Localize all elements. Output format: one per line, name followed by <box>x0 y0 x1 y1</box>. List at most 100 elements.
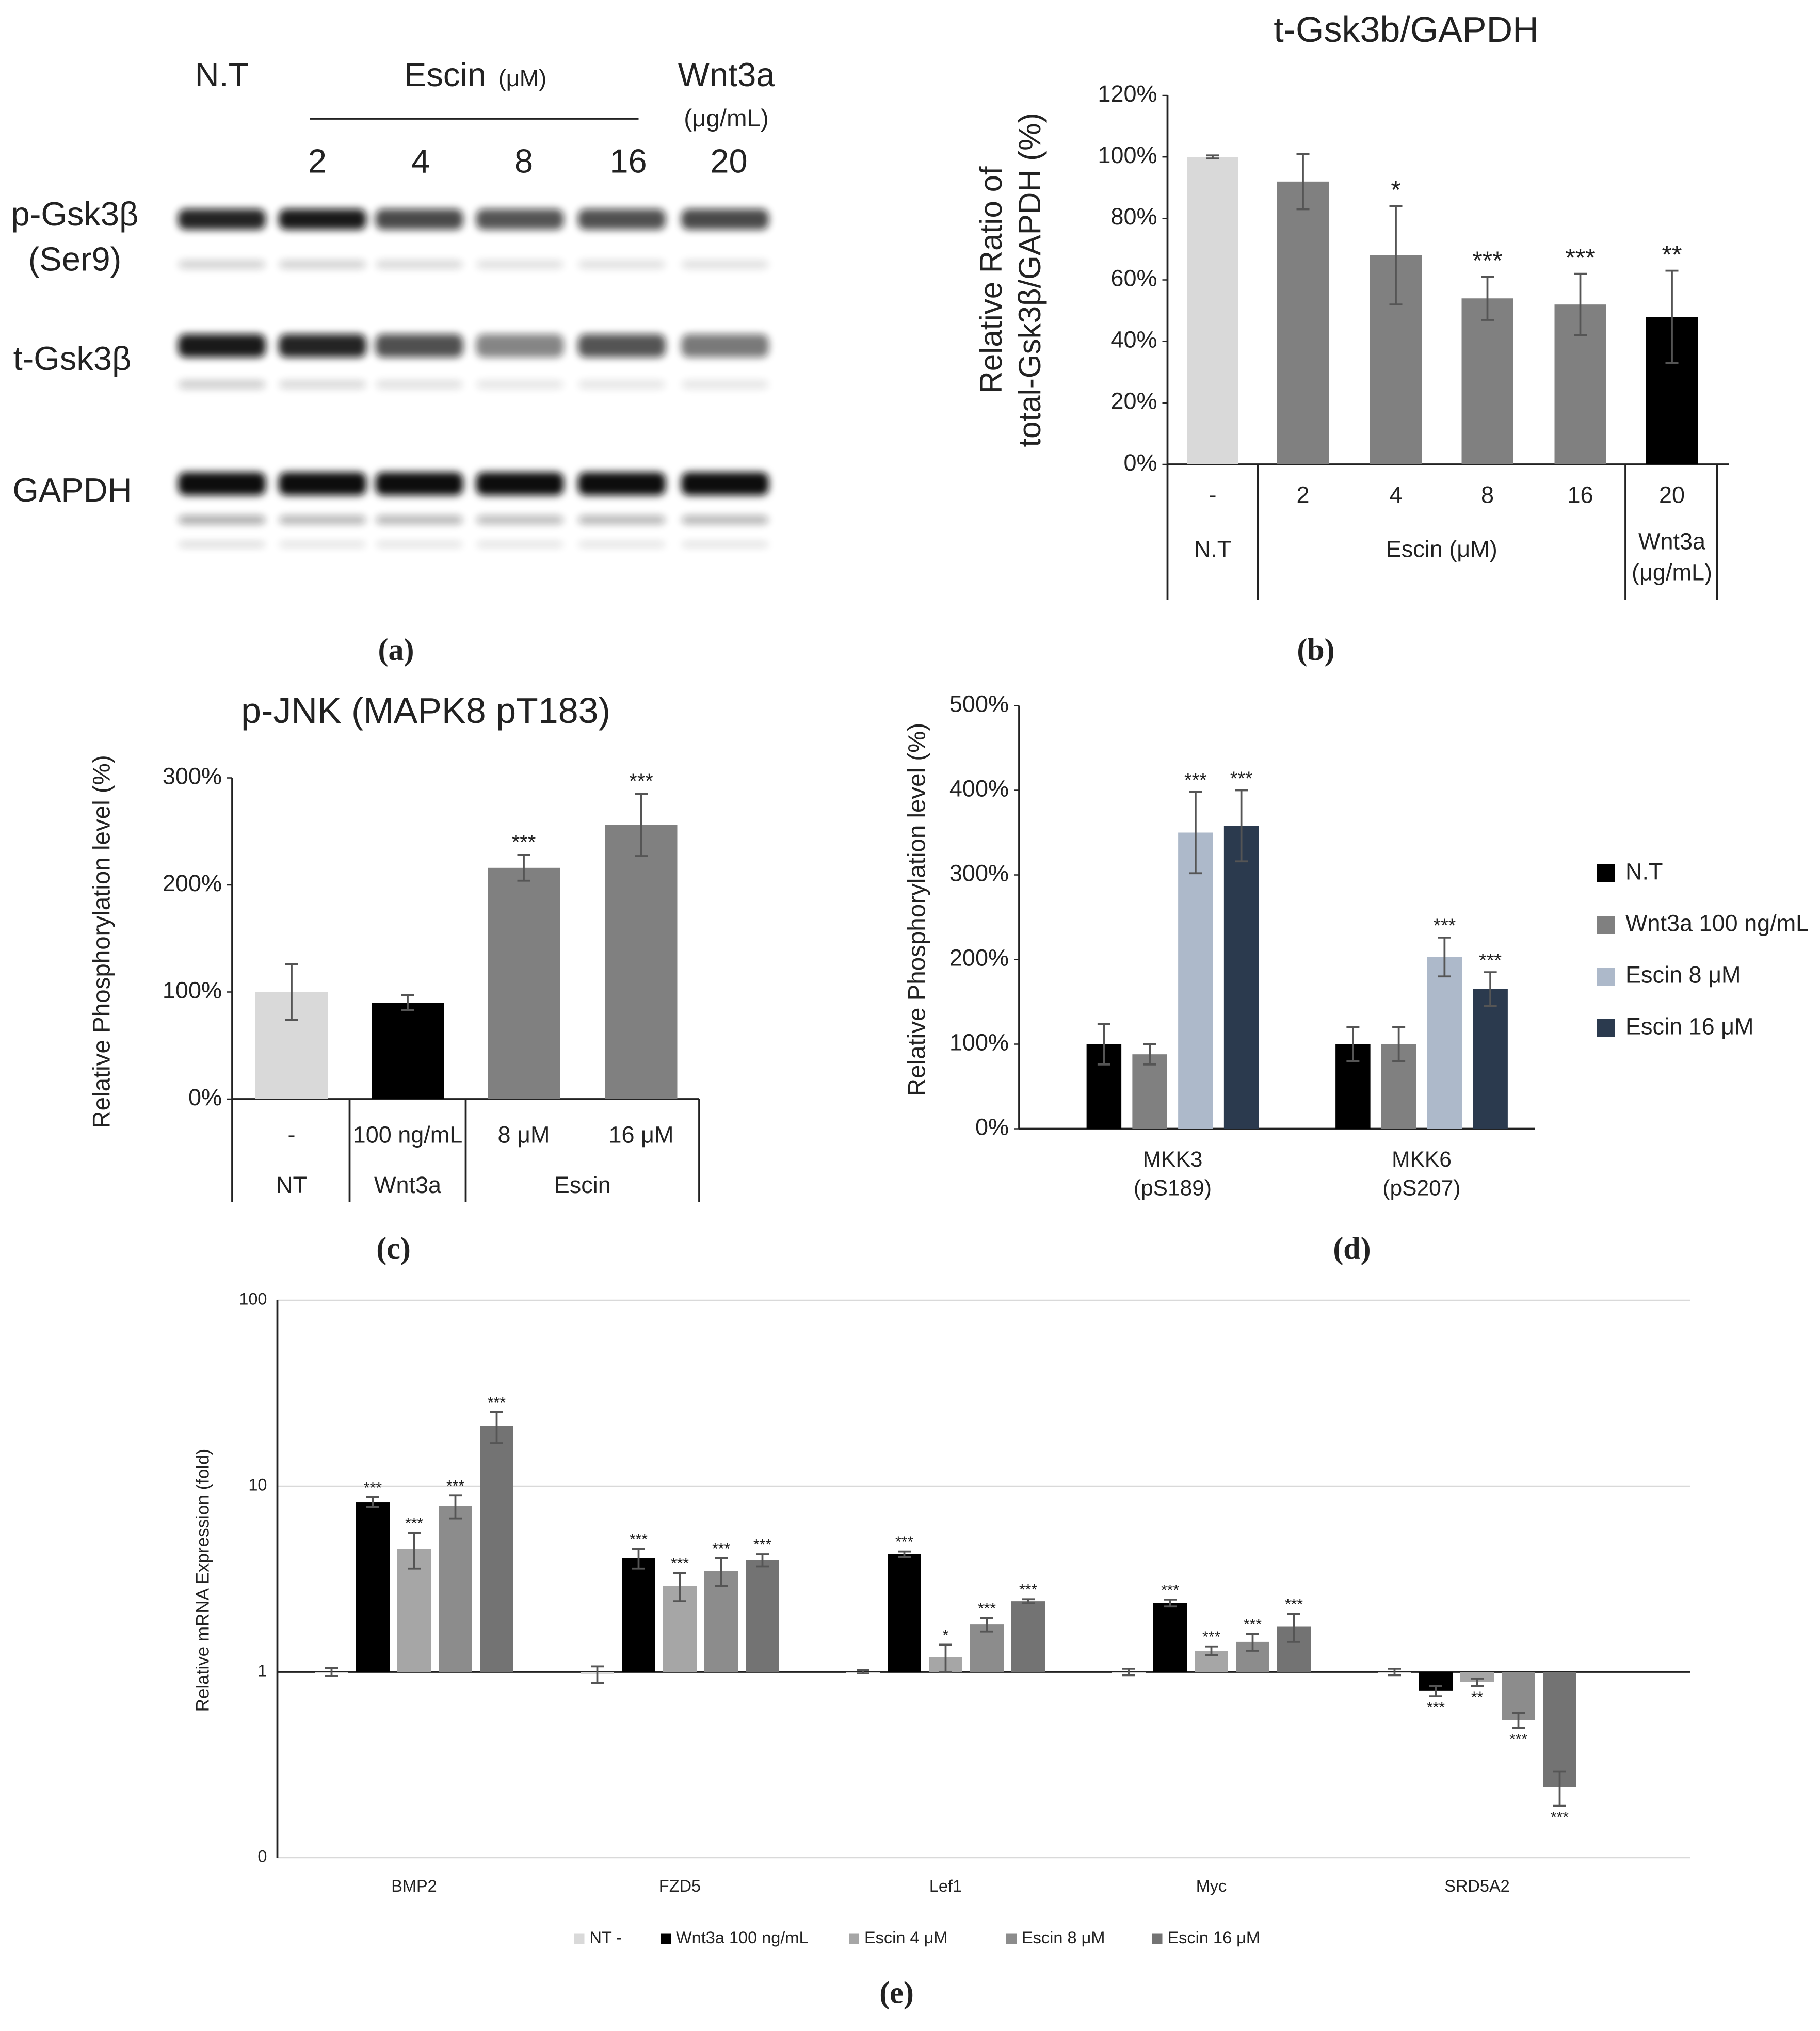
significance-label: *** <box>405 1515 423 1532</box>
bar <box>372 1003 444 1099</box>
legend-swatch <box>849 1933 859 1944</box>
y-tick-label: 100 <box>239 1290 267 1309</box>
significance-label: * <box>943 1627 949 1644</box>
significance-label: *** <box>1551 1809 1569 1826</box>
panel-label: (c) <box>376 1231 411 1265</box>
error-bar <box>366 1496 379 1508</box>
bar <box>1178 832 1213 1129</box>
error-bar <box>1246 1633 1259 1652</box>
blot-lane-label: 20 <box>710 142 747 180</box>
error-bar <box>325 1667 338 1677</box>
x-tick-label: BMP2 <box>391 1877 437 1895</box>
error-bar <box>634 793 648 857</box>
significance-label: *** <box>1230 767 1253 789</box>
error-bar <box>1438 936 1451 978</box>
error-bar <box>1573 272 1587 336</box>
legend-label: Wnt3a 100 ng/mL <box>1625 910 1809 936</box>
significance-label: *** <box>753 1536 771 1553</box>
chart-title: t-Gsk3b/GAPDH <box>1274 9 1538 50</box>
blot-band <box>578 472 666 495</box>
y-tick-label: 100% <box>949 1029 1009 1055</box>
blot-band <box>178 260 266 269</box>
blot-band <box>178 541 266 548</box>
error-bar <box>1189 791 1202 875</box>
x-tick-label: SRD5A2 <box>1444 1877 1509 1895</box>
group-label: N.T <box>1194 536 1232 562</box>
bar <box>439 1506 472 1672</box>
legend-label: Escin 4 μM <box>864 1928 947 1947</box>
error-bar <box>939 1643 952 1673</box>
bar <box>1011 1601 1045 1672</box>
error-bar <box>1296 153 1310 211</box>
blot-header-unit: (μg/mL) <box>684 105 769 132</box>
bar <box>1223 826 1259 1129</box>
bar <box>1187 157 1238 464</box>
blot-band <box>681 334 769 358</box>
bar <box>746 1560 779 1672</box>
blot-band <box>578 380 666 389</box>
blot-band <box>279 515 366 525</box>
chart-title: p-JNK (MAPK8 pT183) <box>241 690 610 731</box>
x-tick-label: 4 <box>1389 481 1402 508</box>
blot-band <box>178 380 266 389</box>
blot-band <box>178 334 266 358</box>
blot-header: Escin <box>404 56 486 93</box>
error-bar <box>1429 1685 1442 1697</box>
y-tick-label: 500% <box>949 690 1009 717</box>
legend-label: N.T <box>1625 858 1663 884</box>
error-bar <box>1287 1613 1300 1643</box>
group-label: NT <box>276 1172 307 1198</box>
legend-swatch <box>1006 1933 1017 1944</box>
blot-band <box>375 334 463 358</box>
y-axis-label: total-Gsk3β/GAPDH (%) <box>1012 113 1047 447</box>
significance-label: *** <box>1184 769 1207 791</box>
x-tick-label: - <box>288 1121 296 1148</box>
blot-lane-label: 4 <box>411 142 430 180</box>
significance-label: *** <box>629 770 653 793</box>
error-bar <box>1097 1023 1110 1066</box>
blot-band <box>178 515 266 525</box>
y-tick-label: 60% <box>1110 265 1157 291</box>
error-bar <box>1163 1599 1177 1608</box>
y-tick-label: 100% <box>1098 142 1157 168</box>
y-tick-label: 0% <box>188 1084 222 1110</box>
x-tick-label: (pS189) <box>1134 1176 1212 1200</box>
error-bar <box>1204 1645 1218 1656</box>
error-bar <box>285 963 298 1021</box>
y-tick-label: 1 <box>257 1662 267 1680</box>
significance-label: *** <box>488 1394 506 1411</box>
error-bar <box>856 1669 869 1675</box>
blot-lane-label: 8 <box>514 142 533 180</box>
error-bar <box>1346 1026 1360 1062</box>
significance-label: *** <box>630 1531 648 1548</box>
x-tick-label: Lef1 <box>929 1877 962 1895</box>
x-tick-label: - <box>1209 481 1217 508</box>
bar <box>1427 957 1462 1129</box>
x-tick-label: 8 μM <box>498 1121 550 1148</box>
significance-label: ** <box>1471 1689 1484 1706</box>
error-bar <box>1553 1770 1566 1807</box>
error-bar <box>590 1665 604 1684</box>
bar <box>1460 1672 1494 1682</box>
blot-band <box>375 260 463 269</box>
significance-label: *** <box>1202 1629 1220 1646</box>
blot-row-label: GAPDH <box>12 471 132 509</box>
significance-label: *** <box>1019 1582 1037 1599</box>
blot-band <box>681 209 769 230</box>
blot-band <box>681 472 769 495</box>
x-tick-label: Myc <box>1196 1877 1227 1895</box>
significance-label: *** <box>364 1479 382 1496</box>
blot-band <box>279 472 366 495</box>
bar <box>356 1502 390 1672</box>
bar <box>888 1554 921 1672</box>
x-tick-label: 8 <box>1481 481 1494 508</box>
legend-swatch <box>1597 968 1615 986</box>
error-bar <box>448 1494 462 1520</box>
blot-band <box>476 472 564 495</box>
blot-band <box>681 541 769 548</box>
blot-lane-label: 2 <box>308 142 327 180</box>
bar <box>1502 1672 1535 1720</box>
blot-band <box>578 515 666 525</box>
error-bar <box>1021 1598 1035 1604</box>
